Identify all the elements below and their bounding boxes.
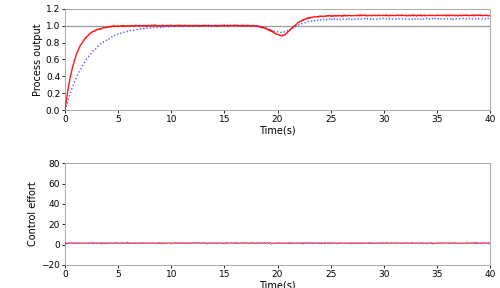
Y-axis label: Control effort: Control effort xyxy=(28,182,38,247)
X-axis label: Time(s): Time(s) xyxy=(259,126,296,136)
X-axis label: Time(s): Time(s) xyxy=(259,280,296,288)
Y-axis label: Process output: Process output xyxy=(33,23,43,96)
